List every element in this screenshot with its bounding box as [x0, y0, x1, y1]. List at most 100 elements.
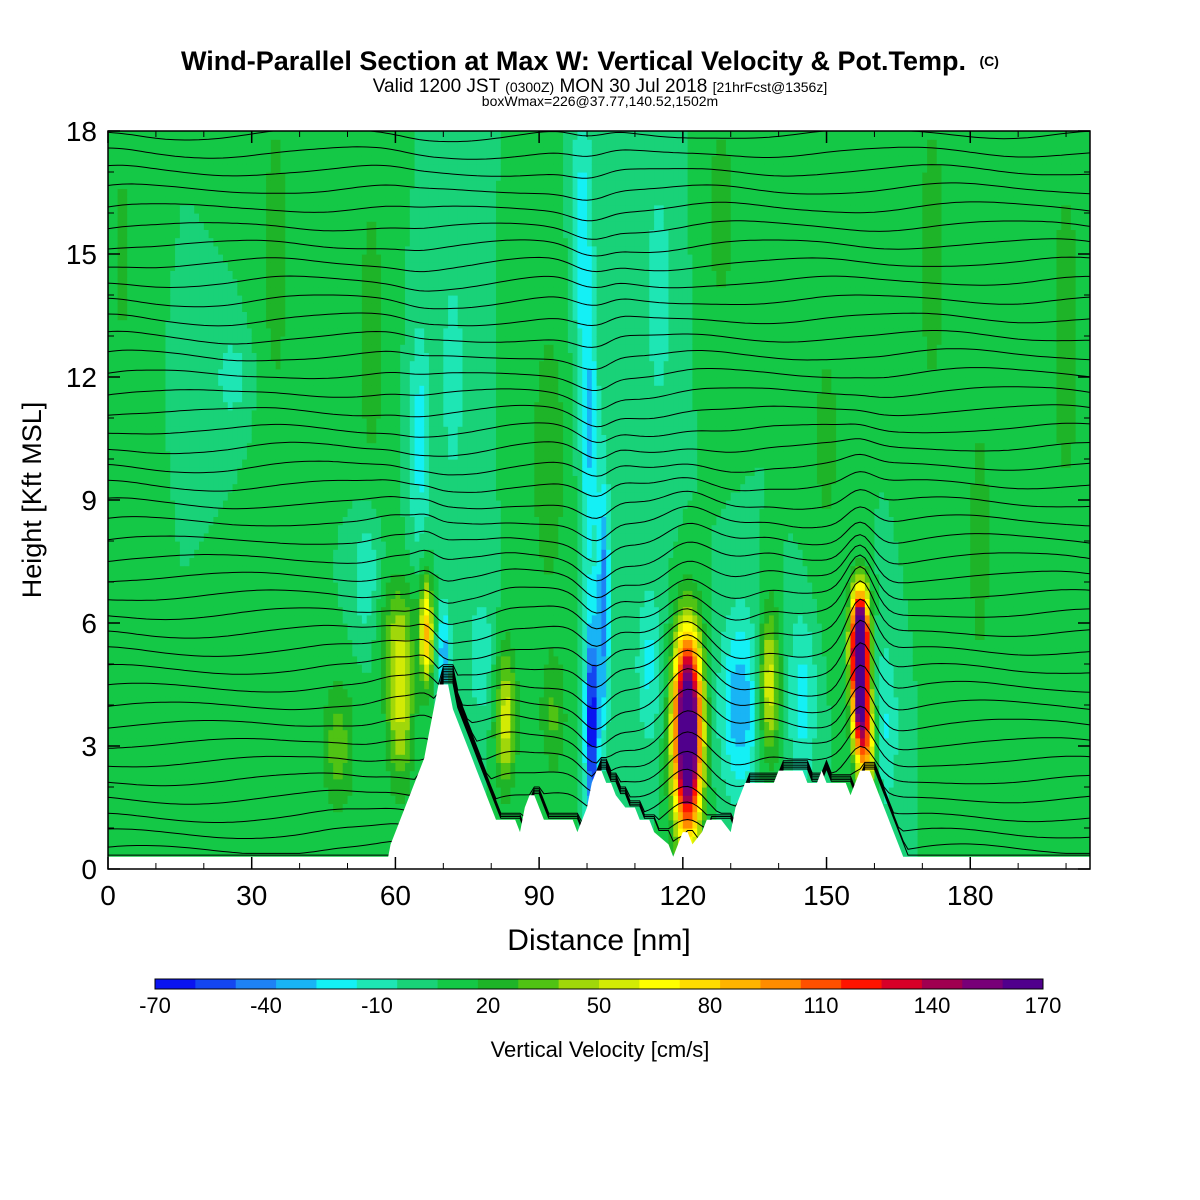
w-cell: [342, 262, 349, 271]
w-cell: [122, 770, 128, 780]
w-cell: [309, 705, 315, 714]
w-cell: [357, 221, 363, 230]
w-cell: [122, 737, 128, 747]
w-cell: [189, 524, 195, 534]
w-cell: [251, 196, 258, 206]
w-cell: [261, 655, 267, 665]
w-cell: [256, 614, 262, 624]
w-cell: [246, 598, 253, 608]
w-cell: [357, 647, 363, 657]
w-cell: [141, 729, 147, 739]
w-cell: [218, 582, 224, 591]
w-cell: [127, 180, 133, 189]
w-cell: [280, 491, 286, 501]
w-cell: [246, 352, 253, 362]
w-cell: [213, 278, 219, 288]
w-cell: [227, 655, 234, 665]
w-cell: [232, 688, 238, 698]
w-cell: [189, 401, 195, 411]
w-cell: [208, 139, 214, 148]
w-cell: [122, 655, 128, 665]
w-cell: [357, 729, 363, 739]
w-cell: [246, 557, 253, 567]
w-cell: [285, 606, 291, 616]
w-cell: [232, 409, 238, 419]
w-cell: [251, 155, 258, 165]
w-cell: [347, 508, 353, 517]
w-cell: [108, 409, 114, 419]
w-cell: [179, 516, 186, 526]
w-cell: [194, 352, 200, 362]
w-cell: [357, 614, 363, 624]
w-cell: [155, 385, 162, 394]
w-cell: [361, 500, 368, 509]
w-cell: [112, 647, 119, 657]
w-cell: [227, 573, 234, 583]
w-cell: [242, 778, 248, 788]
w-cell: [371, 672, 377, 681]
w-cell: [294, 475, 301, 485]
w-cell: [371, 623, 377, 632]
w-cell: [127, 623, 133, 632]
w-cell: [366, 221, 373, 230]
w-cell: [270, 696, 277, 706]
w-cell: [270, 705, 277, 714]
w-cell: [323, 524, 329, 534]
w-cell: [304, 647, 310, 657]
w-cell: [256, 746, 262, 755]
w-cell: [357, 672, 363, 681]
w-cell: [290, 778, 296, 788]
w-cell: [270, 418, 277, 427]
w-cell: [155, 672, 162, 681]
w-cell: [218, 688, 224, 698]
w-cell: [318, 377, 325, 386]
w-cell: [313, 237, 320, 247]
w-cell: [165, 426, 171, 435]
w-cell: [251, 598, 258, 608]
w-cell: [323, 295, 329, 304]
w-cell: [175, 344, 181, 353]
w-cell: [309, 819, 315, 829]
w-cell: [208, 811, 214, 821]
w-cell: [256, 737, 262, 747]
w-cell: [256, 590, 262, 599]
w-cell: [146, 147, 152, 157]
w-cell: [337, 655, 344, 665]
w-cell: [165, 147, 171, 157]
w-cell: [155, 377, 162, 386]
w-cell: [256, 516, 262, 526]
w-cell: [237, 245, 243, 255]
w-cell: [160, 647, 167, 657]
w-cell: [337, 713, 344, 722]
w-cell: [342, 557, 349, 567]
w-cell: [184, 352, 191, 362]
w-cell: [366, 746, 373, 755]
w-cell: [313, 295, 320, 304]
w-cell: [141, 582, 147, 591]
w-cell: [122, 524, 128, 534]
w-cell: [313, 262, 320, 271]
w-cell: [175, 204, 181, 214]
w-cell: [366, 614, 373, 624]
w-cell: [127, 803, 133, 813]
w-cell: [309, 746, 315, 755]
w-cell: [232, 664, 238, 673]
w-cell: [246, 737, 253, 747]
w-cell: [304, 352, 310, 362]
w-cell: [270, 532, 277, 542]
w-cell: [179, 639, 186, 649]
w-cell: [136, 623, 143, 632]
w-cell: [318, 565, 325, 575]
w-cell: [136, 188, 143, 198]
w-cell: [189, 303, 195, 312]
w-cell: [357, 590, 363, 599]
w-cell: [280, 672, 286, 681]
w-cell: [251, 655, 258, 665]
w-cell: [203, 746, 210, 755]
w-cell: [270, 803, 277, 813]
w-cell: [155, 590, 162, 599]
w-cell: [251, 303, 258, 312]
w-cell: [285, 631, 291, 640]
w-cell: [165, 139, 171, 148]
w-cell: [309, 598, 315, 608]
